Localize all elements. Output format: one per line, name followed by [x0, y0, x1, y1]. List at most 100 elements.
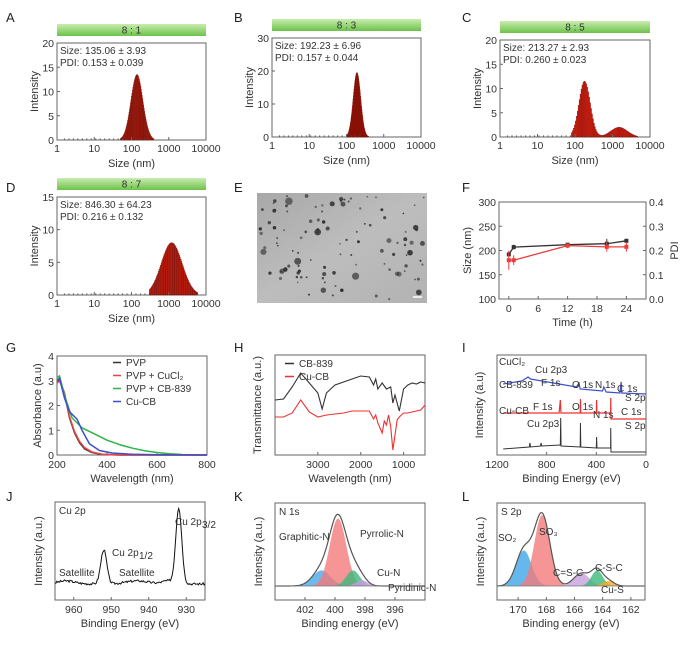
- panel-j: 960 950 940 930 Binding Energy (eV) Intensity…: [33, 501, 216, 630]
- x-tick-label: 10: [88, 298, 100, 310]
- baseline-point: [113, 138, 115, 140]
- legend-label: CB-839: [299, 359, 333, 370]
- panel-b: 8 : 3 1 10 100 1000 10000 0 10 20 30 Size (nm) Inte…: [244, 19, 436, 167]
- plot-frame: [496, 502, 646, 601]
- y-tick-label: 30: [257, 33, 269, 45]
- panel-label-b: B: [234, 10, 243, 25]
- y-tick-label: 5: [48, 111, 54, 123]
- nanoparticle: [357, 240, 360, 244]
- x-tick-label: 0: [506, 303, 512, 315]
- peak-label: F 1s: [533, 402, 552, 413]
- series-line-cucb: [503, 417, 646, 453]
- peak-label: S 2p: [625, 393, 646, 404]
- nanoparticle: [416, 277, 420, 281]
- baseline-point: [113, 293, 115, 295]
- series-label-cucl2: CuCl₂: [499, 357, 525, 368]
- data-point: [624, 238, 629, 243]
- nanoparticle: [275, 242, 278, 245]
- nanoparticle: [403, 270, 406, 272]
- baseline-point: [323, 135, 325, 137]
- x-tick-label: 100: [123, 143, 141, 155]
- baseline-point: [135, 138, 137, 140]
- spectrum-line: [54, 506, 206, 586]
- baseline-point: [95, 293, 97, 295]
- x-tick-label: 398: [356, 604, 374, 616]
- baseline-point: [506, 135, 509, 137]
- tem-micrograph: [257, 193, 427, 303]
- y-axis-label: Intensity: [244, 67, 256, 108]
- ratio-header-label: 8 : 1: [122, 26, 142, 37]
- nanoparticle: [421, 263, 424, 266]
- nanoparticle: [380, 208, 384, 212]
- baseline-point: [81, 293, 83, 295]
- ratio-header-label: 8 : 7: [122, 180, 142, 191]
- nanoparticle: [304, 230, 308, 234]
- nanoparticle: [339, 196, 344, 202]
- baseline-point: [68, 293, 70, 295]
- x-tick-label: 162: [622, 604, 640, 616]
- y-axis-label: Intensity (a.u.): [475, 517, 487, 587]
- component-peak: [518, 515, 566, 586]
- ratio-header-label: 8 : 3: [337, 21, 357, 32]
- nanoparticle: [340, 288, 344, 293]
- nanoparticle: [394, 271, 400, 276]
- y-tick-label: 15: [42, 192, 54, 204]
- series-line-cb839: [503, 397, 646, 420]
- baseline-point: [319, 135, 321, 137]
- nanoparticle: [420, 241, 425, 246]
- spectrum-title: Cu 2p: [59, 506, 86, 517]
- y-tick-label: 15: [485, 59, 497, 71]
- nanoparticle: [366, 195, 369, 198]
- data-point: [511, 245, 516, 250]
- satellite-label: Satellite: [119, 568, 155, 579]
- series-line: [56, 377, 208, 456]
- x-tick-label: 170: [509, 604, 527, 616]
- legend-label: PVP + CB-839: [126, 384, 192, 395]
- x-tick-label: 1: [54, 143, 60, 155]
- nanoparticle: [323, 281, 326, 284]
- data-point: [565, 243, 570, 248]
- x-axis-label: Size (nm): [323, 155, 370, 167]
- component-label: C-S-C: [595, 563, 623, 574]
- y-tick-label: 300: [478, 197, 496, 209]
- panel-label-c: C: [462, 10, 471, 25]
- y-axis-label: Size (nm): [462, 227, 474, 274]
- nanoparticle: [355, 263, 358, 266]
- x-tick-label: 10000: [406, 140, 435, 152]
- x-tick-label: 1: [269, 140, 275, 152]
- peak-label: C 1s: [617, 384, 638, 395]
- ratio-header-bar: [57, 24, 206, 36]
- series-line: [275, 399, 426, 451]
- nanoparticle: [291, 250, 294, 252]
- spectrum-title: N 1s: [279, 507, 300, 518]
- nanoparticle: [283, 229, 286, 232]
- panel-label-f: F: [462, 180, 470, 195]
- y-tick-label: 200: [478, 246, 496, 258]
- nanoparticle: [273, 199, 277, 203]
- x-tick-label: 960: [65, 604, 83, 616]
- x-tick-label: 1000: [157, 143, 181, 155]
- component-label: SO₃: [539, 527, 558, 538]
- plot-frame: [496, 354, 647, 456]
- y-axis-label: Transmittance (a.u.): [252, 356, 264, 454]
- nanoparticle: [388, 298, 391, 301]
- series-line-cucl2: [503, 376, 647, 395]
- baseline-point: [359, 135, 361, 137]
- y2-tick-label: 0.0: [649, 294, 664, 306]
- nanoparticle: [268, 271, 272, 275]
- x-tick-label: 10: [532, 140, 544, 152]
- baseline-point: [296, 135, 298, 137]
- x-tick-label: 950: [102, 604, 120, 616]
- pdi-annotation: PDI: 0.157 ± 0.044: [275, 53, 359, 64]
- x-axis-label: Binding energy (eV): [301, 618, 398, 630]
- component-label: Pyrrolic-N: [360, 529, 404, 540]
- nanoparticle: [403, 237, 408, 242]
- y-tick-label: 0: [48, 290, 54, 302]
- x-tick-label: 168: [538, 604, 556, 616]
- y-axis-label: Intensity: [472, 68, 484, 109]
- nanoparticle: [322, 272, 327, 277]
- nanoparticle: [413, 204, 416, 207]
- histogram-bar: [196, 292, 198, 296]
